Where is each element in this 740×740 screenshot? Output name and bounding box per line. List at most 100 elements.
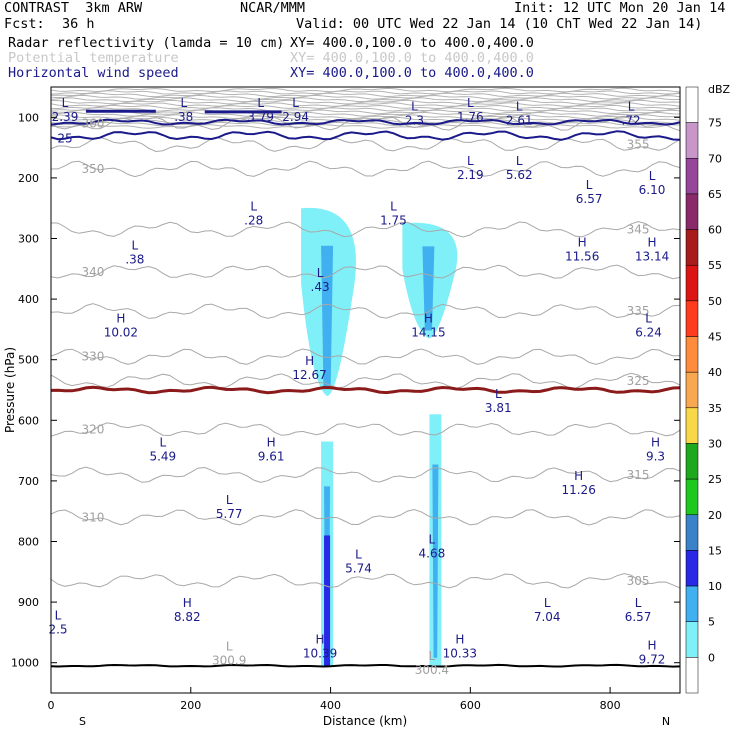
theta-label-345: 345 — [627, 222, 650, 236]
wind-label-kind-6: L — [516, 99, 523, 113]
reflectivity-core-strong-2 — [324, 535, 331, 666]
colorbar-label-30: 30 — [708, 437, 722, 450]
theta-contour-325 — [51, 372, 680, 389]
theta-contour-upper-1 — [51, 90, 680, 95]
colorbar-swatch-1 — [685, 122, 699, 159]
theta-label-350: 350 — [81, 162, 104, 176]
wind-label-kind-2: L — [257, 96, 264, 110]
wind-label-kind-28: L — [429, 533, 436, 547]
endpoint-label-right: N — [662, 715, 670, 728]
colorbar-swatch-12 — [685, 514, 699, 551]
valid-time: Valid: 00 UTC Wed 22 Jan 14 (10 ChT Wed … — [296, 16, 703, 32]
colorbar-swatch-9 — [685, 407, 699, 444]
colorbar-swatch-7 — [685, 336, 699, 373]
wind-label-value-2: 3.79 — [247, 110, 274, 124]
wind-label-kind-31: L — [544, 596, 551, 610]
wind-label-value-27: 5.77 — [216, 507, 243, 521]
surface-line — [51, 663, 680, 668]
wind-label-kind-0: L — [62, 96, 69, 110]
wind-contour-30 — [51, 118, 680, 126]
theta-label-355: 355 — [627, 138, 650, 152]
wind-label-value-29: 5.74 — [345, 562, 372, 576]
colorbar-label-15: 15 — [708, 544, 722, 557]
reflectivity-cells — [301, 207, 458, 666]
zero-contour — [51, 385, 680, 395]
colorbar-swatch-3 — [685, 193, 699, 230]
theta-label-330: 330 — [81, 350, 104, 364]
wind-label-kind-1: L — [180, 96, 187, 110]
colorbar-label-5: 5 — [708, 616, 715, 629]
colorbar-swatch-5 — [685, 264, 699, 302]
colorbar-swatch-11 — [685, 478, 699, 516]
x-tick-label-800: 800 — [600, 699, 621, 712]
wind-label-value-8: 2.19 — [457, 168, 484, 182]
colorbar-swatch-13 — [685, 550, 699, 587]
theta-label-310: 310 — [81, 510, 104, 524]
wind-label-kind-15: L — [317, 266, 324, 280]
theta-contour-355 — [51, 136, 680, 153]
wind-label-kind-22: L — [495, 387, 502, 401]
wind-label-value-33: 2.5 — [48, 622, 67, 636]
wind-label-value-22: 3.81 — [485, 401, 512, 415]
colorbar-swatch-2 — [685, 158, 699, 195]
theta-label-360: 360 — [81, 116, 104, 130]
theta-contour-310 — [51, 508, 680, 526]
wind-label-kind-35: H — [455, 633, 464, 647]
theta-contour-upper-14 — [51, 121, 680, 127]
wind-label-kind-33: L — [55, 608, 62, 622]
theta-contour-320 — [51, 422, 680, 437]
colorbar-label-50: 50 — [708, 295, 722, 308]
y-tick-label-100: 100 — [18, 111, 39, 124]
wind-label-value-36: 9.72 — [639, 653, 666, 667]
wind-label-kind-19: H — [424, 311, 433, 325]
colorbar-label-65: 65 — [708, 188, 722, 201]
theta-label-325: 325 — [627, 374, 650, 388]
wind-label-kind-20: H — [305, 354, 314, 368]
y-tick-label-300: 300 — [18, 233, 39, 246]
fcst-label: Fcst: — [4, 16, 45, 32]
colorbar-label-0: 0 — [708, 651, 715, 664]
wind-label-value-14: .38 — [125, 253, 144, 267]
wind-label-value-25: 9.3 — [646, 450, 665, 464]
theta-contour-340 — [51, 264, 680, 280]
wind-label-kind-29: L — [355, 548, 362, 562]
field-name-wind: Horizontal wind speed — [8, 65, 179, 81]
wind-label-value-34: 10.39 — [303, 647, 337, 661]
wind-label-value-5: 1.76 — [457, 110, 484, 124]
wind-label-kind-27: L — [226, 493, 233, 507]
colorbar-swatch-14 — [685, 585, 699, 622]
wind-label-kind-34: H — [316, 633, 325, 647]
reflectivity-core-3 — [432, 464, 439, 658]
wind-label-value-35: 10.33 — [443, 647, 477, 661]
colorbar-label-75: 75 — [708, 117, 722, 130]
wind-label-value-6: 2.61 — [506, 113, 533, 127]
wind-label-kind-9: L — [516, 154, 523, 168]
x-tick-label-600: 600 — [460, 699, 481, 712]
theta-label-340: 340 — [81, 265, 104, 279]
field-xy-reflectivity: XY= 400.0,100.0 to 400.0,400.0 — [290, 35, 534, 51]
field-name-reflectivity: Radar reflectivity (lamda = 10 cm) — [8, 35, 285, 51]
colorbar-swatch-4 — [685, 229, 699, 266]
theta-contours — [51, 87, 680, 589]
wind-label-kind-11: L — [649, 169, 656, 183]
wind-label-value-9: 5.62 — [506, 168, 533, 182]
colorbar-swatch-16 — [685, 657, 699, 694]
theta-minimum-kind-1: L — [429, 649, 436, 663]
y-tick-label-1000: 1000 — [11, 657, 39, 670]
y-tick-label-700: 700 — [18, 475, 39, 488]
wind-label-kind-25: H — [651, 436, 660, 450]
wind-contour-25 — [51, 130, 680, 141]
colorbar-swatch-6 — [685, 300, 699, 337]
wind-label-value-1: .38 — [174, 110, 193, 124]
wind-label-value-20: 12.67 — [292, 368, 326, 382]
wind-label-kind-8: L — [467, 154, 474, 168]
theta-contour-315 — [51, 466, 680, 483]
colorbar-label-40: 40 — [708, 366, 722, 379]
center-name: NCAR/MMM — [240, 0, 306, 16]
colorbar-swatch-15 — [685, 621, 699, 658]
theta-contour-335 — [51, 303, 680, 319]
wind-label-kind-26: H — [574, 469, 583, 483]
axes: 100 200 300 400 500 600 700 800 900 1000 0 200 400 60… — [3, 111, 680, 728]
wind-label-value-11: 6.10 — [639, 183, 666, 197]
